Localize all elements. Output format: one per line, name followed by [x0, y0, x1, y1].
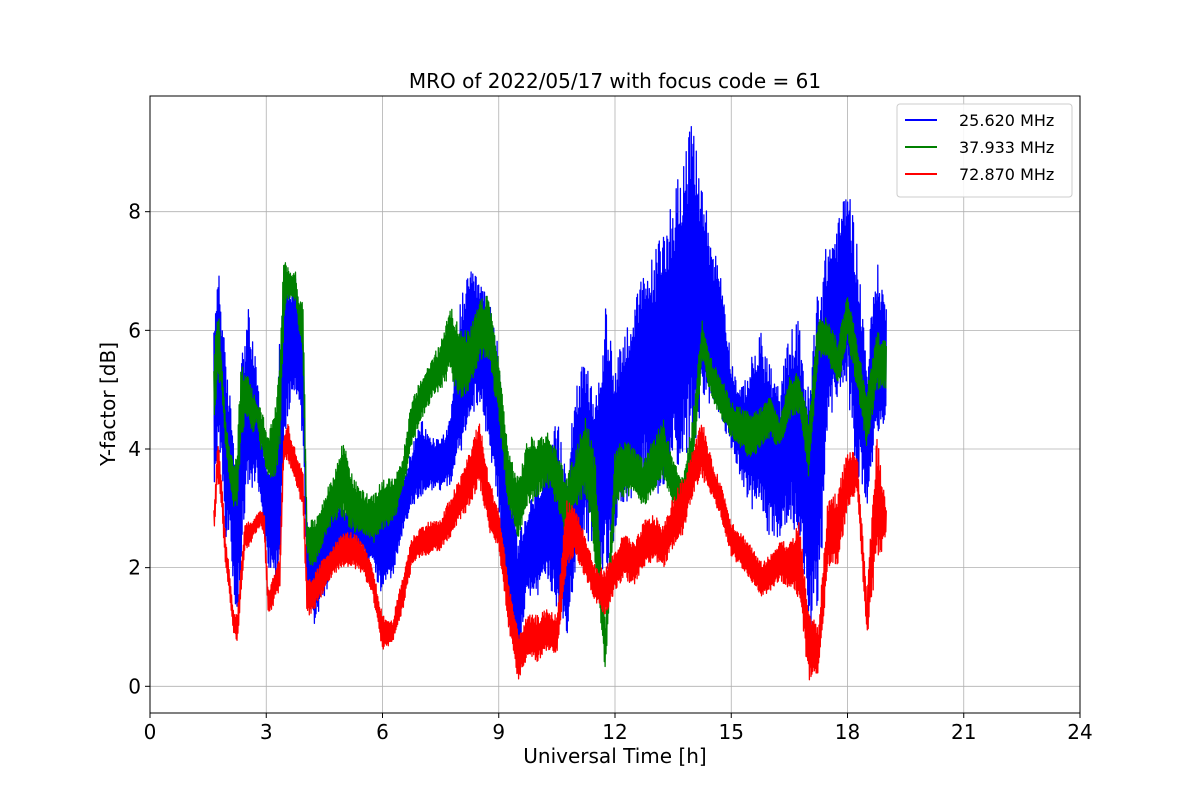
legend-label: 72.870 MHz	[959, 165, 1054, 184]
x-tick-label: 18	[835, 720, 860, 744]
x-tick-label: 6	[376, 720, 389, 744]
x-axis-label: Universal Time [h]	[523, 744, 706, 768]
x-tick-label: 15	[719, 720, 744, 744]
x-tick-label: 12	[602, 720, 627, 744]
y-tick-label: 0	[128, 674, 141, 698]
series-line-2	[213, 262, 887, 668]
legend-label: 37.933 MHz	[959, 138, 1054, 157]
legend-label: 25.620 MHz	[959, 111, 1054, 130]
chart-title: MRO of 2022/05/17 with focus code = 61	[409, 69, 821, 93]
legend: 25.620 MHz 37.933 MHz 72.870 MHz	[896, 103, 1073, 198]
y-tick-label: 4	[128, 437, 141, 461]
y-tick-label: 2	[128, 556, 141, 580]
x-tick-label: 0	[144, 720, 157, 744]
series-layer	[213, 125, 887, 681]
x-tick-label: 9	[492, 720, 505, 744]
y-axis-label: Y-factor [dB]	[96, 342, 120, 467]
x-tick-label: 21	[951, 720, 976, 744]
y-tick-label: 6	[128, 318, 141, 342]
y-tick-label: 8	[128, 200, 141, 224]
x-tick-label: 24	[1067, 720, 1092, 744]
x-tick-label: 3	[260, 720, 273, 744]
legend-box	[896, 103, 1073, 198]
series-line-3	[213, 423, 887, 681]
